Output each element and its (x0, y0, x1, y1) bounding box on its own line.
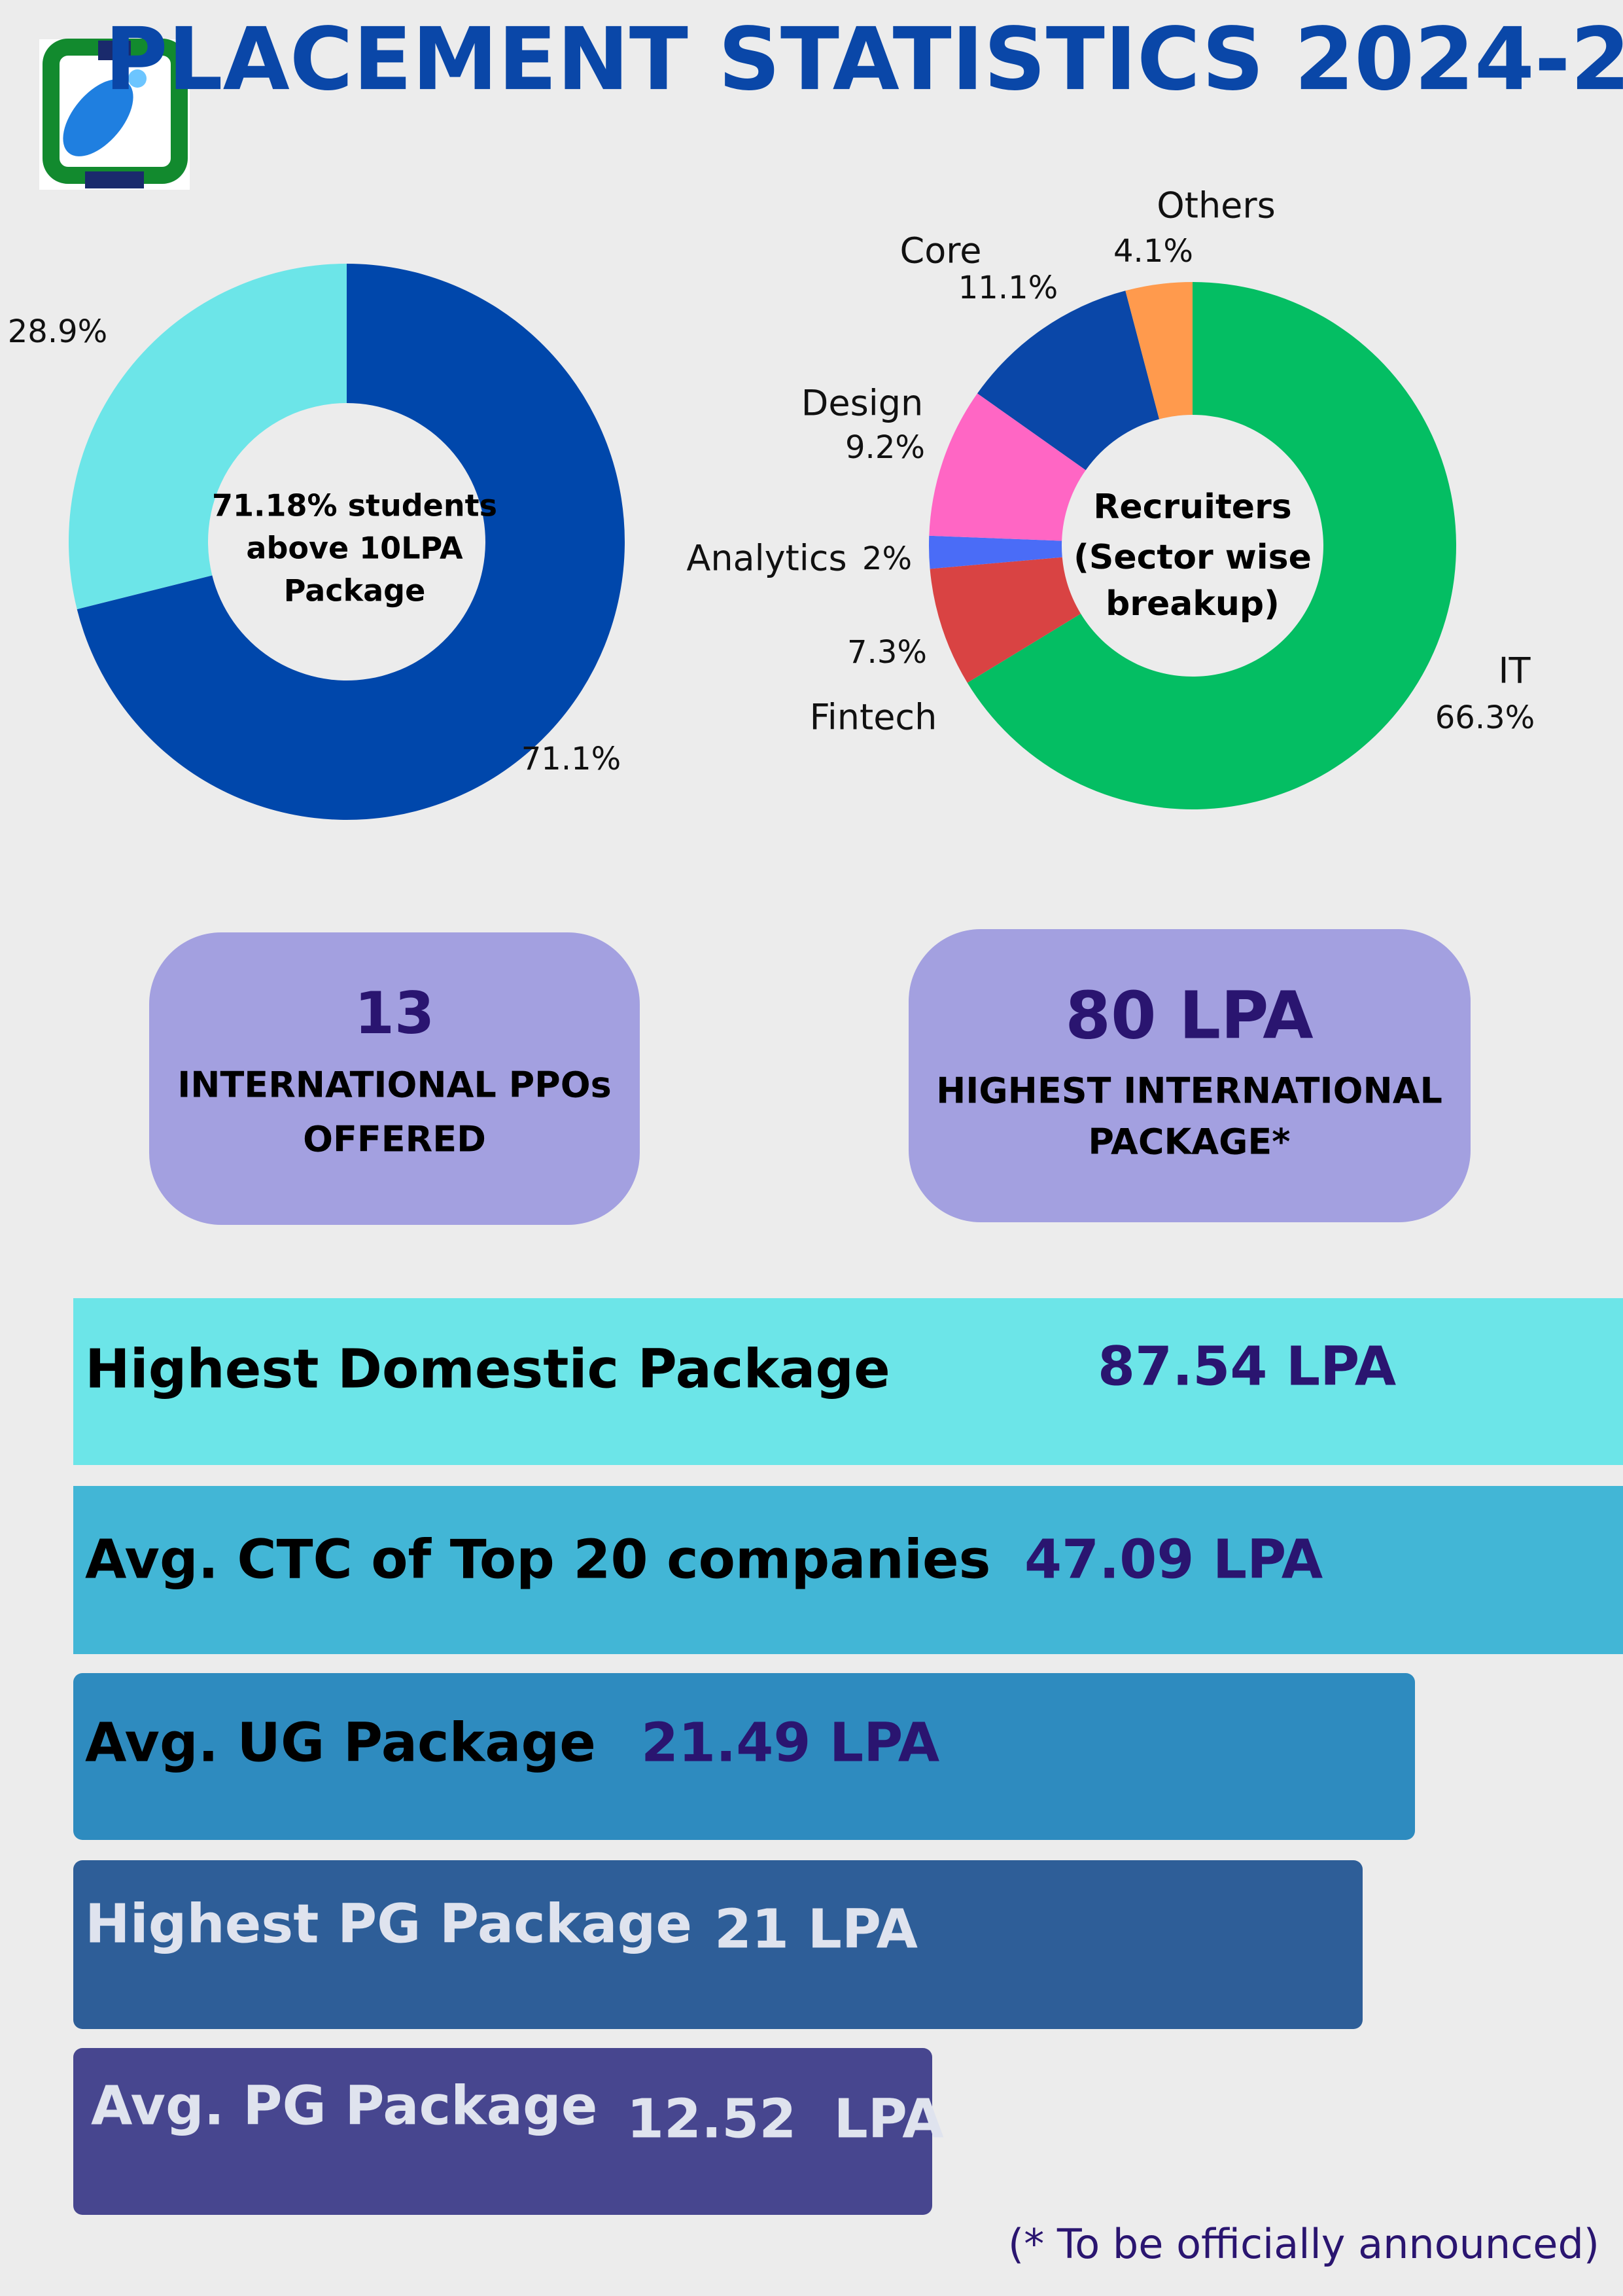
page-title: PLACEMENT STATISTICS 2024-25 (105, 9, 1623, 110)
package-label: Avg. CTC of Top 20 companies (85, 1528, 990, 1591)
package-label: Avg. PG Package (91, 2075, 597, 2137)
package-value: 12.52 LPA (627, 2088, 944, 2150)
slice-value: 9.2% (845, 429, 925, 466)
highlight-card: 80 LPA HIGHEST INTERNATIONAL PACKAGE* (909, 929, 1471, 1222)
slice-label: Core (900, 230, 982, 272)
package-label: Avg. UG Package (85, 1712, 596, 1774)
center-text: (Sector wise (1073, 538, 1312, 577)
center-text: breakup) (1106, 584, 1280, 624)
slice-value: 4.1% (1113, 233, 1193, 270)
pie-slice (930, 557, 1081, 683)
package-bar: Avg. UG Package 21.49 LPA (73, 1673, 1415, 1840)
slice-value: 71.1% (521, 741, 621, 777)
slice-label: Design (801, 383, 923, 424)
package-label: Highest PG Package (85, 1893, 692, 1955)
center-text: 71.18% students (212, 488, 497, 523)
highlight-card: 13 INTERNATIONAL PPOs OFFERED (149, 932, 640, 1225)
slice-value: 7.3% (847, 634, 927, 671)
pie-slice (929, 535, 1062, 569)
card-text: OFFERED (303, 1119, 486, 1160)
slice-label: Analytics (686, 538, 846, 579)
pie-slice (77, 264, 625, 820)
package-bar: Highest Domestic Package 87.54 LPA (73, 1298, 1623, 1465)
package-value: 21.49 LPA (641, 1712, 940, 1774)
center-text: Recruiters (1093, 487, 1291, 527)
pie-slice (68, 264, 347, 610)
pie-slice (1125, 282, 1193, 419)
package-value: 21 LPA (714, 1898, 918, 1960)
charts: 71.1% 28.9% 71.18% students above 10LPA Pack… (8, 185, 1535, 820)
center-text: above 10LPA (246, 531, 463, 566)
slice-value: 28.9% (8, 313, 107, 350)
card-text: HIGHEST INTERNATIONAL (936, 1070, 1442, 1112)
pie-slice (967, 282, 1456, 809)
slice-label: Fintech (810, 697, 937, 738)
slice-value: 2% (862, 540, 912, 577)
slice-label: IT (1499, 650, 1531, 692)
package-value: 87.54 LPA (1098, 1335, 1397, 1398)
logo (39, 39, 190, 190)
pie-slice (929, 393, 1086, 541)
slice-value: 11.1% (958, 270, 1058, 306)
footnote: (* To be officially announced) (1008, 2220, 1599, 2268)
slice-value: 66.3% (1435, 699, 1535, 736)
card-value: 13 (355, 980, 434, 1047)
package-bar: Avg. CTC of Top 20 companies 47.09 LPA (73, 1486, 1623, 1654)
package-bar: Avg. PG Package 12.52 LPA (73, 2048, 944, 2215)
center-text: Package (284, 573, 426, 609)
pie-slice (977, 291, 1160, 470)
package-label: Highest Domestic Package (85, 1338, 890, 1400)
slice-label: Others (1157, 185, 1275, 226)
package-value: 47.09 LPA (1024, 1528, 1323, 1591)
card-text: INTERNATIONAL PPOs (177, 1065, 612, 1106)
card-value: 80 LPA (1065, 977, 1313, 1053)
card-text: PACKAGE* (1088, 1122, 1290, 1163)
package-bar: Highest PG Package 21 LPA (73, 1860, 1363, 2029)
